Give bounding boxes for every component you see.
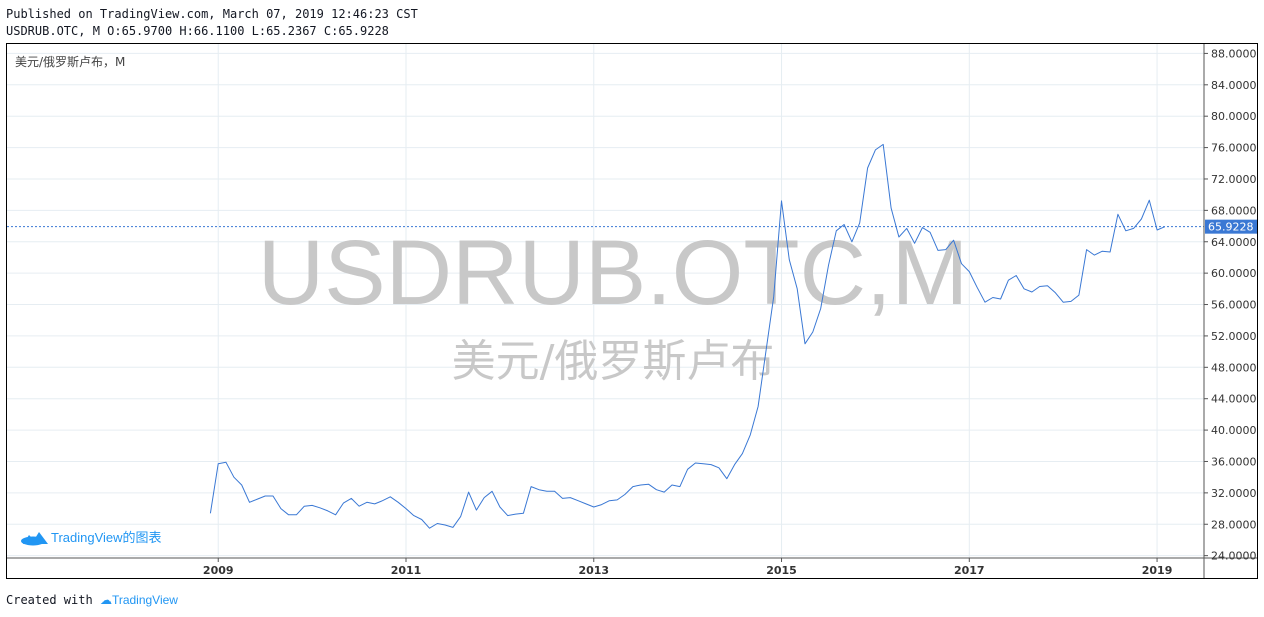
y-tick-label: 60.0000 (1211, 267, 1257, 280)
series-layer (209, 143, 1166, 529)
last-price-layer: 65.9228 (7, 219, 1257, 234)
y-tick-label: 84.0000 (1211, 79, 1257, 92)
price-chart[interactable]: USDRUB.OTC,M 美元/俄罗斯卢布 美元/俄罗斯卢布，M 65.9228… (7, 44, 1257, 578)
last-price-label: 65.9228 (1208, 221, 1254, 234)
price-series-line (209, 143, 1166, 529)
grid (7, 44, 1204, 558)
published-caption: Published on TradingView.com, March 07, … (6, 7, 418, 21)
last-price-badge (1205, 219, 1257, 234)
footer-brand-text: TradingView (111, 593, 178, 607)
created-with-label: Created with (6, 593, 93, 607)
y-tick-label: 36.0000 (1211, 455, 1257, 468)
x-tick-label: 2017 (954, 564, 985, 577)
y-tick-label: 68.0000 (1211, 204, 1257, 217)
x-tick-label: 2015 (766, 564, 797, 577)
x-tick-label: 2009 (203, 564, 234, 577)
cloud-icon (21, 532, 48, 546)
chart-title: 美元/俄罗斯卢布，M (15, 54, 125, 69)
x-tick-label: 2011 (391, 564, 422, 577)
footer: Created with ☁TradingView (6, 593, 178, 607)
cloud-icon: ☁ (99, 593, 112, 607)
time-axis[interactable]: 2009 2011 2013 2015 2017 2019 (203, 558, 1172, 577)
y-tick-label: 24.0000 (1211, 550, 1257, 563)
y-tick-label: 64.0000 (1211, 236, 1257, 249)
y-tick-label: 56.0000 (1211, 299, 1257, 312)
y-tick-label: 44.0000 (1211, 393, 1257, 406)
ohlc-readout: USDRUB.OTC, M O:65.9700 H:66.1100 L:65.2… (6, 24, 389, 38)
y-tick-label: 32.0000 (1211, 487, 1257, 500)
y-tick-label: 52.0000 (1211, 330, 1257, 343)
footer-brand[interactable]: ☁TradingView (100, 593, 178, 607)
y-tick-label: 80.0000 (1211, 110, 1257, 123)
watermark-symbol: USDRUB.OTC,M (258, 222, 968, 324)
y-tick-label: 72.0000 (1211, 173, 1257, 186)
x-tick-label: 2019 (1142, 564, 1173, 577)
y-tick-label: 40.0000 (1211, 424, 1257, 437)
x-tick-label: 2013 (578, 564, 609, 577)
y-tick-label: 76.0000 (1211, 142, 1257, 155)
price-axis[interactable]: 24.0000 28.0000 32.0000 36.0000 40.0000 44.00… (1204, 47, 1257, 563)
y-tick-label: 88.0000 (1211, 47, 1257, 60)
logo-text: TradingView的图表 (51, 530, 162, 545)
y-tick-label: 28.0000 (1211, 518, 1257, 531)
tradingview-logo[interactable]: TradingView的图表 (21, 530, 162, 546)
chart-frame[interactable]: USDRUB.OTC,M 美元/俄罗斯卢布 美元/俄罗斯卢布，M 65.9228… (6, 43, 1258, 579)
y-tick-label: 48.0000 (1211, 361, 1257, 374)
watermark-name: 美元/俄罗斯卢布 (452, 336, 775, 387)
